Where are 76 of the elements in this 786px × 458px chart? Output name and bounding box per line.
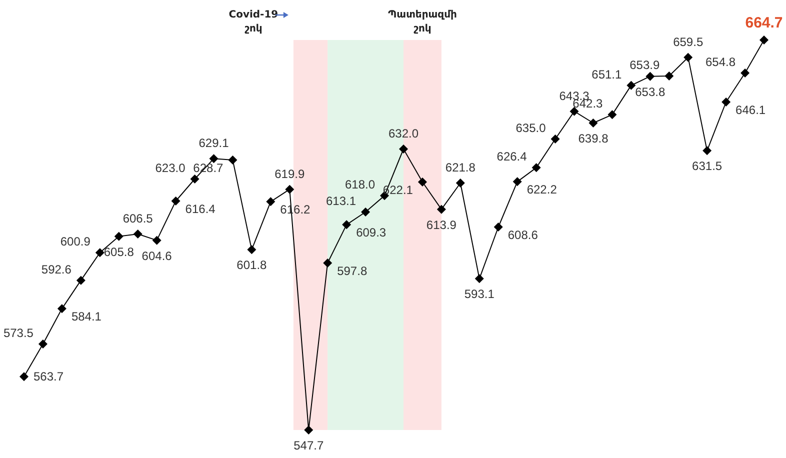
- data-label: 646.1: [736, 103, 766, 117]
- point: [570, 106, 579, 116]
- point: [304, 426, 314, 434]
- data-label: 605.8: [104, 244, 134, 259]
- point: [76, 276, 86, 285]
- data-label: 635.0: [516, 121, 546, 135]
- point: [342, 220, 352, 230]
- point: [190, 174, 200, 184]
- point: [436, 204, 446, 214]
- data-label: 621.8: [445, 160, 476, 174]
- point: [171, 196, 180, 206]
- data-label: 653.9: [630, 58, 660, 72]
- point: [456, 178, 465, 188]
- data-label: 631.5: [692, 159, 722, 174]
- point: [266, 197, 276, 206]
- data-label: 597.8: [337, 264, 368, 278]
- data-label: 606.5: [122, 212, 154, 226]
- data-label: 623.0: [155, 161, 186, 175]
- data-label: 604.6: [142, 248, 172, 263]
- point: [323, 258, 332, 268]
- data-label: 626.4: [496, 150, 528, 164]
- point: [95, 248, 104, 258]
- data-label: 593.1: [464, 287, 495, 302]
- point: [228, 156, 238, 164]
- point: [57, 304, 66, 314]
- point: [285, 184, 294, 194]
- point: [722, 98, 731, 106]
- data-label: 629.1: [198, 136, 230, 150]
- point: [702, 146, 712, 156]
- point: [209, 154, 218, 164]
- point: [474, 274, 484, 284]
- point: [133, 230, 142, 238]
- data-label: 654.8: [705, 55, 736, 69]
- point: [550, 134, 560, 144]
- data-label: 600.9: [60, 234, 91, 249]
- data-label: 651.1: [592, 67, 622, 82]
- point: [588, 118, 598, 128]
- data-label: 547.7: [294, 438, 324, 452]
- data-label: 659.5: [673, 34, 704, 49]
- data-label: 664.7: [745, 14, 783, 32]
- point: [740, 68, 750, 78]
- data-label: 619.9: [274, 166, 305, 181]
- point: [608, 110, 617, 120]
- point: [532, 163, 541, 172]
- point: [361, 208, 370, 216]
- point: [114, 232, 124, 241]
- data-label: 608.6: [508, 228, 538, 242]
- text: Պատերազմի շոկ: [388, 10, 457, 34]
- data-label: 563.7: [34, 370, 64, 384]
- data-label: 609.3: [356, 226, 386, 240]
- point: [684, 52, 693, 62]
- point: [626, 80, 636, 90]
- data-label: 613.9: [426, 218, 457, 232]
- data-label: 632.0: [388, 126, 419, 140]
- data-label: 584.1: [71, 310, 102, 324]
- point: [664, 72, 674, 80]
- data-label: 592.6: [41, 262, 72, 276]
- data-label: 653.8: [635, 84, 666, 99]
- point: [760, 36, 768, 44]
- data-label: 573.5: [3, 326, 34, 340]
- point: [418, 178, 427, 186]
- point: [512, 177, 522, 186]
- point: [38, 340, 48, 348]
- data-label: 613.1: [326, 194, 356, 208]
- point: [494, 222, 503, 232]
- data-label: 639.8: [578, 132, 609, 146]
- point: [247, 245, 256, 254]
- point: [398, 144, 408, 154]
- text: Covid-19 շոկ: [228, 10, 278, 34]
- data-label: 616.4: [185, 202, 216, 216]
- point: [646, 72, 655, 81]
- point: [152, 236, 162, 245]
- data-label: 618.0: [344, 178, 376, 192]
- point: [20, 372, 28, 382]
- data-label: 601.8: [236, 258, 268, 272]
- data-label: 622.2: [526, 182, 558, 197]
